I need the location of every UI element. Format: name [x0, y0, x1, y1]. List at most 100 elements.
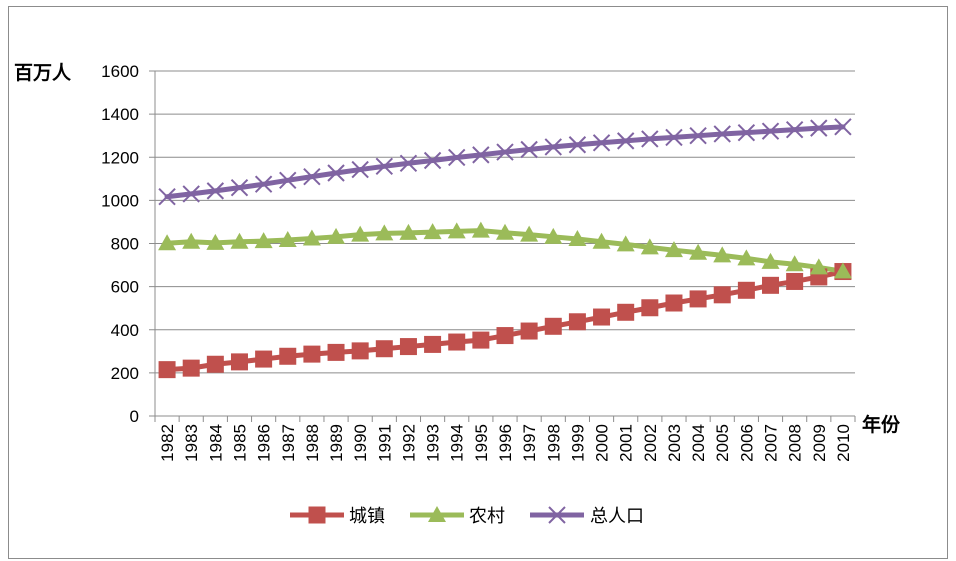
series-0-point: [617, 303, 635, 321]
series-2-point: [616, 132, 635, 150]
series-1-point: [496, 223, 514, 240]
series-0-point: [327, 343, 345, 361]
series-2-point: [568, 136, 587, 154]
series-0-point: [206, 355, 224, 373]
legend-label: 总人口: [590, 506, 644, 527]
series-1-point: [640, 238, 659, 255]
series-2-point: [254, 175, 273, 193]
x-tick-label: 1997: [520, 424, 539, 462]
series-2-point: [737, 123, 756, 142]
series-0-point: [496, 327, 514, 345]
x-tick-label: 2004: [689, 424, 708, 462]
series-0-point: [737, 281, 755, 299]
series-1-point: [616, 235, 635, 252]
x-tick-label: 2009: [810, 424, 829, 462]
y-tick-label: 1400: [101, 105, 139, 124]
series-2-point: [761, 122, 780, 140]
series-0-point: [593, 308, 611, 326]
x-tick-label: 1998: [544, 424, 563, 462]
series-1-point: [761, 252, 780, 269]
series-2-point: [472, 146, 490, 164]
series-1-point: [713, 246, 732, 263]
series-2-point: [303, 167, 321, 186]
series-2-point: [834, 118, 852, 136]
series-1-point: [230, 232, 249, 249]
series-0-point: [158, 361, 176, 379]
legend: 城镇 农村 总人口: [290, 506, 644, 527]
x-tick-label: 2005: [713, 424, 732, 462]
series-0-point: [544, 317, 562, 335]
series-2-point: [689, 126, 707, 145]
series-2-point: [423, 151, 442, 170]
series-0-point: [255, 350, 273, 368]
series-1-point: [785, 255, 804, 272]
x-tick-label: 2003: [665, 424, 684, 462]
x-tick-label: 2008: [786, 424, 805, 462]
x-tick-labels: 1982 1983 1984 1985 1986 1987 1988 1989 1990 1991…: [158, 424, 853, 462]
series-1-point: [375, 224, 394, 241]
series-2-point: [230, 178, 249, 197]
series-0-point: [182, 359, 200, 377]
series-2-point: [496, 143, 514, 161]
series-1-point: [809, 258, 828, 275]
x-tick-label: 1994: [448, 424, 467, 462]
series-1-point: [447, 222, 466, 239]
series-1-point: [833, 262, 852, 279]
y-tick-label: 400: [111, 321, 139, 340]
y-tick-label: 0: [130, 407, 139, 426]
x-tick-label: 1992: [399, 424, 418, 462]
series-2-point: [182, 185, 200, 203]
series-2-point: [592, 134, 611, 152]
series-1-point: [351, 225, 370, 242]
x-tick-label: 1996: [496, 424, 515, 462]
series-2-point: [375, 157, 394, 176]
series-0-point: [786, 272, 804, 290]
x-tick-label: 1995: [472, 424, 491, 462]
series-2-point: [641, 130, 659, 148]
y-tick-label: 200: [111, 364, 139, 383]
x-tick-label: 1990: [351, 424, 370, 462]
series-1-point: [664, 241, 683, 258]
series-2-point: [279, 171, 297, 190]
series-2-point: [665, 128, 683, 147]
series-0-point: [762, 276, 780, 294]
series-1-point: [423, 223, 442, 240]
series-1-point: [471, 221, 490, 238]
series-markers: [158, 118, 852, 379]
series-1-point: [327, 227, 346, 244]
legend-label: 农村: [469, 506, 505, 527]
x-tick-label: 2010: [834, 424, 853, 462]
series-0-point: [641, 299, 659, 317]
series-1-point: [520, 225, 539, 242]
y-tick-label: 1200: [101, 148, 139, 167]
series-0-point: [472, 331, 490, 349]
series-0-point: [399, 338, 417, 356]
series-0-point: [375, 340, 393, 358]
y-tick-label: 1000: [101, 191, 139, 210]
series-1-point: [206, 233, 225, 250]
x-tick-label: 1988: [303, 424, 322, 462]
legend-marker: [548, 506, 566, 524]
series-2-point: [544, 138, 562, 156]
axes: [149, 70, 856, 422]
series-2-point: [351, 160, 369, 179]
series-1-point: [278, 231, 297, 248]
y-tick-labels: 0 200 400 600 800 1000 1200 1400 1600: [101, 62, 139, 426]
x-tick-label: 2000: [593, 424, 612, 462]
x-tick-label: 1984: [206, 424, 225, 462]
series-0-point: [448, 333, 466, 351]
series-1-point: [158, 234, 177, 251]
x-tick-label: 1989: [327, 424, 346, 462]
x-tick-label: 1987: [279, 424, 298, 462]
series-1-point: [568, 229, 587, 246]
series-1-point: [302, 229, 321, 246]
series-0-point: [303, 345, 321, 363]
x-tick-label: 1983: [182, 424, 201, 462]
x-axis-title: 年份: [862, 413, 901, 436]
legend-marker: [428, 506, 446, 522]
x-tick-label: 1999: [568, 424, 587, 462]
series-1-point: [399, 223, 418, 240]
series-1-point: [544, 227, 563, 244]
series-2-point: [520, 140, 538, 159]
y-tick-label: 600: [111, 278, 139, 297]
